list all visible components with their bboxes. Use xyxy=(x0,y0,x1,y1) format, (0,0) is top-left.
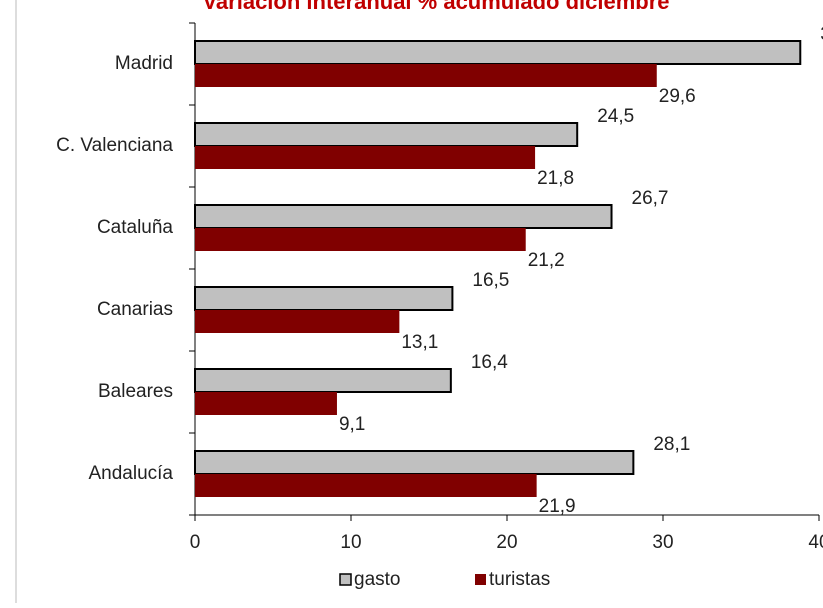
bar xyxy=(195,228,526,251)
y-tick-label: Baleares xyxy=(98,381,173,402)
value-label: 28,1 xyxy=(653,434,690,455)
x-tick-label: 20 xyxy=(496,532,517,553)
value-label: 21,9 xyxy=(539,496,576,517)
bar xyxy=(195,474,537,497)
value-label: 21,8 xyxy=(537,168,574,189)
bar xyxy=(194,368,452,393)
legend-label: gasto xyxy=(354,569,400,590)
value-label: 38,8 xyxy=(820,24,823,45)
y-tick-label: Cataluña xyxy=(97,217,173,238)
value-label: 9,1 xyxy=(339,414,365,435)
bar xyxy=(194,450,635,475)
value-label: 26,7 xyxy=(632,188,669,209)
bar xyxy=(194,40,802,65)
x-tick-label: 10 xyxy=(340,532,361,553)
x-tick-label: 30 xyxy=(652,532,673,553)
y-tick-label: Madrid xyxy=(115,53,173,74)
bar xyxy=(195,392,337,415)
bar xyxy=(195,310,400,333)
y-tick-label: Andalucía xyxy=(88,463,173,484)
bar xyxy=(194,286,454,311)
value-label: 24,5 xyxy=(597,106,634,127)
y-tick-label: C. Valenciana xyxy=(56,135,173,156)
x-tick-label: 40 xyxy=(808,532,823,553)
value-label: 16,5 xyxy=(472,270,509,291)
chart-title: Variación interanual % acumulado diciemb… xyxy=(202,0,669,14)
value-label: 29,6 xyxy=(659,86,696,107)
x-tick-label: 0 xyxy=(190,532,201,553)
bar xyxy=(195,64,657,87)
value-label: 13,1 xyxy=(401,332,438,353)
value-label: 21,2 xyxy=(528,250,565,271)
bar xyxy=(194,204,613,229)
legend-label: turistas xyxy=(489,569,550,590)
bar xyxy=(194,122,579,147)
bar xyxy=(195,146,536,169)
value-label: 16,4 xyxy=(471,352,508,373)
legend-swatch xyxy=(475,574,486,585)
y-tick-label: Canarias xyxy=(97,299,173,320)
legend-swatch xyxy=(339,573,352,586)
